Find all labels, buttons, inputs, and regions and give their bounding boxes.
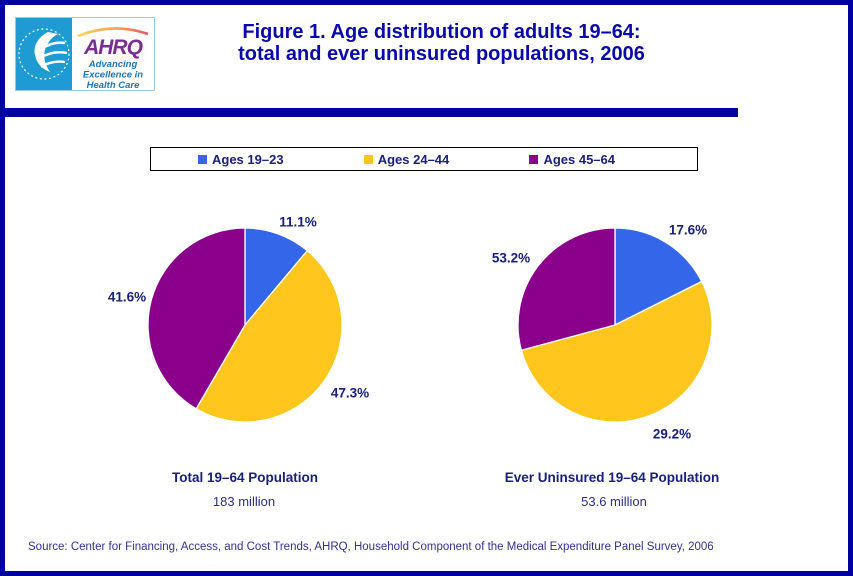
pie-value-label: 29.2% (652, 426, 692, 442)
pie-slice-ages-24-44 (520, 280, 713, 423)
legend-item-ages-24-44: Ages 24–44 (363, 151, 450, 167)
logo-tagline-line1: Advancing (88, 59, 138, 70)
pie-caption-subtitle: 183 million (212, 494, 276, 509)
ahrq-hhs-logo: AHRQ Advancing Excellence in Health Care (15, 17, 155, 91)
source-note: Source: Center for Financing, Access, an… (28, 541, 714, 553)
logo-tagline-line2: Excellence in (83, 70, 143, 81)
pie-value-label: 53.2% (491, 250, 531, 266)
legend-swatch-purple (529, 154, 539, 164)
pie-chart-ever-uninsured-population (517, 227, 713, 423)
ahrq-wordmark: AHRQ (83, 36, 142, 59)
figure-title: Figure 1. Age distribution of adults 19–… (35, 21, 848, 65)
pie-caption-title: Ever Uninsured 19–64 Population (504, 470, 720, 485)
pie-value-label: 41.6% (107, 289, 147, 305)
logo-tagline-line3: Health Care (87, 80, 141, 91)
hhs-eagle-icon (18, 28, 70, 80)
pie-chart-total-population (147, 227, 343, 423)
figure-title-line1: Figure 1. Age distribution of adults 19–… (242, 21, 641, 43)
legend-swatch-blue (198, 154, 207, 164)
pie-slice-ages-45-64 (147, 227, 246, 410)
header-divider-bar (5, 108, 738, 117)
pie-slice-ages-45-64 (517, 227, 616, 351)
pie-value-label: 11.1% (279, 214, 317, 230)
ahrq-arc (77, 27, 149, 38)
pie-value-label: 47.3% (330, 385, 370, 401)
pie-slice-ages-24-44 (195, 250, 343, 423)
ahrq-mark: AHRQ Advancing Excellence in Health Care (77, 27, 149, 91)
legend-swatch-yellow (363, 154, 373, 164)
pie-caption-subtitle: 53.6 million (581, 494, 647, 509)
chart-legend: Ages 19–23 Ages 24–44 Ages 45–64 (150, 147, 698, 171)
legend-label: Ages 24–44 (377, 151, 450, 167)
pie-value-label: 17.6% (668, 222, 708, 238)
pie-slice-ages-19-23 (614, 227, 703, 326)
pie-slice-ages-19-23 (244, 227, 308, 326)
legend-label: Ages 19–23 (212, 151, 284, 167)
figure-title-line2: total and ever uninsured populations, 20… (238, 43, 645, 65)
legend-label: Ages 45–64 (543, 151, 615, 167)
legend-item-ages-45-64: Ages 45–64 (529, 152, 615, 167)
pie-caption-title: Total 19–64 Population (171, 470, 319, 485)
legend-item-ages-19-23: Ages 19–23 (198, 152, 284, 167)
